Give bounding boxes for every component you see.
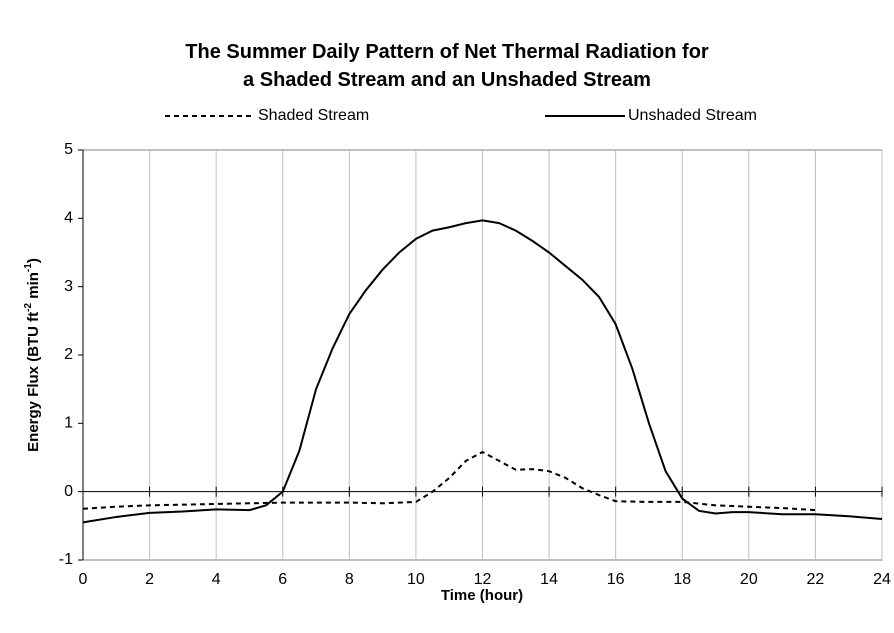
x-tick-label: 24 [873,571,891,588]
y-axis-label-part: min [25,272,42,303]
y-axis-label-sup: -2 [23,302,34,311]
y-tick-label: 3 [64,278,73,295]
data-line [82,219,883,524]
x-tick-label: 14 [540,571,558,588]
chart-title: The Summer Daily Pattern of Net Thermal … [185,41,709,63]
y-tick-label: 0 [64,483,73,500]
y-axis-label-part: Energy Flux (BTU ft [25,312,42,452]
x-tick-label: 18 [673,571,691,588]
x-tick-label: 8 [345,571,354,588]
y-tick-label: 5 [64,141,73,158]
y-tick-label: 4 [64,210,73,227]
x-tick-label: 10 [407,571,425,588]
x-tick-label: 20 [740,571,758,588]
x-tick-label: 0 [79,571,88,588]
x-tick-label: 2 [145,571,154,588]
y-tick-label: -1 [59,551,73,568]
y-axis-label-sup: -1 [23,263,34,272]
x-tick-label: 12 [474,571,492,588]
x-tick-label: 16 [607,571,625,588]
y-tick-label: 1 [64,415,73,432]
x-tick-label: 22 [807,571,825,588]
y-tick-label: 2 [64,346,73,363]
x-tick-label: 6 [278,571,287,588]
y-axis-label-part: ) [25,258,42,263]
x-axis-label: Time (hour) [441,587,523,604]
x-tick-label: 4 [212,571,221,588]
legend-label: Unshaded Stream [628,107,757,124]
y-axis-label: Energy Flux (BTU ft-2 min-1) [23,258,42,452]
chart-title: a Shaded Stream and an Unshaded Stream [243,69,651,91]
legend-label: Shaded Stream [258,107,369,124]
data-line [82,450,816,512]
